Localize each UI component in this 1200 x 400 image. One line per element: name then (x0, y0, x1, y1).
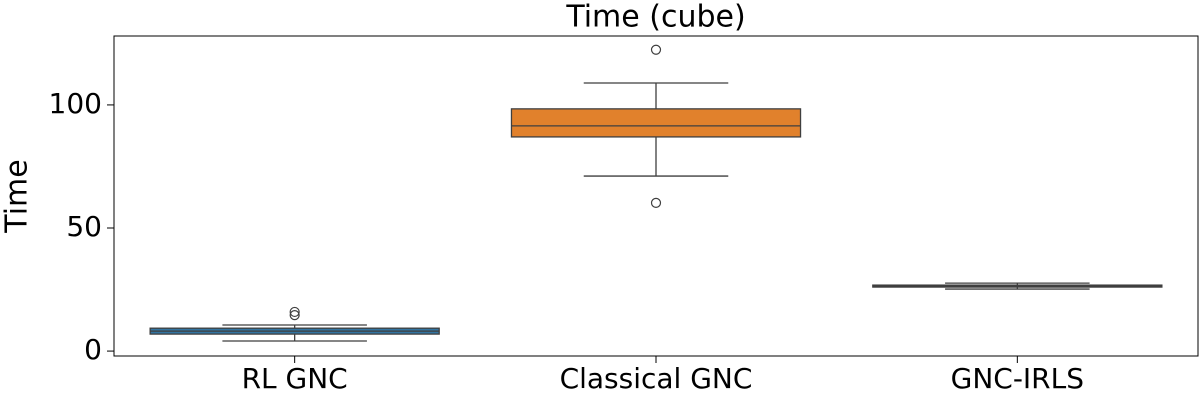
outlier (289, 310, 300, 321)
outlier (650, 197, 662, 208)
x-tick-label: RL GNC (242, 362, 348, 395)
x-tick-label: Classical GNC (560, 362, 753, 395)
y-axis-label: Time (0, 159, 35, 233)
outlier (289, 306, 300, 318)
y-tick-label: 50 (66, 210, 102, 243)
y-tick-label: 100 (49, 87, 102, 120)
chart-title: Time (cube) (565, 0, 745, 35)
y-tick-label: 0 (84, 333, 102, 366)
outlier (650, 44, 662, 55)
x-tick-label: GNC-IRLS (951, 362, 1084, 395)
box (510, 108, 802, 138)
